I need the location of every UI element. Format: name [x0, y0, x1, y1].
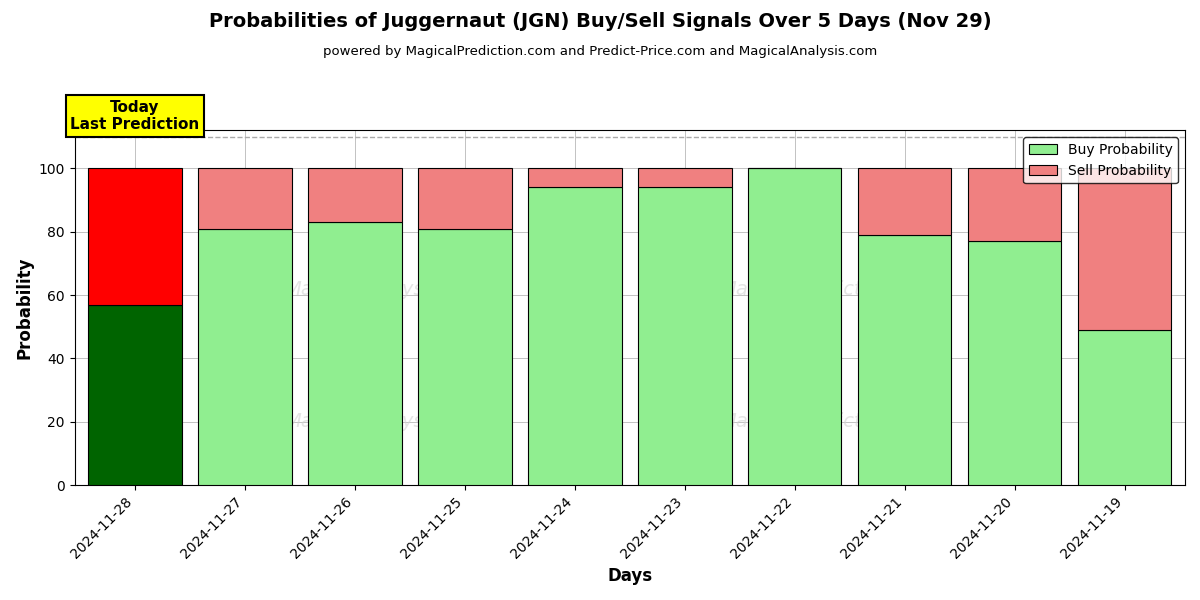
Bar: [858, 169, 952, 235]
Text: MagicalAnalysis.com: MagicalAnalysis.com: [284, 412, 487, 431]
Bar: [638, 169, 732, 187]
Bar: [528, 187, 622, 485]
Bar: [89, 305, 182, 485]
Bar: [638, 187, 732, 485]
Text: MagicalAnalysis.com: MagicalAnalysis.com: [284, 280, 487, 299]
Y-axis label: Probability: Probability: [16, 256, 34, 359]
Bar: [858, 235, 952, 485]
Bar: [419, 169, 511, 229]
Bar: [198, 229, 292, 485]
Bar: [968, 169, 1061, 241]
Text: Today
Last Prediction: Today Last Prediction: [71, 100, 199, 132]
Bar: [198, 169, 292, 229]
X-axis label: Days: Days: [607, 567, 653, 585]
Bar: [419, 229, 511, 485]
Bar: [1078, 169, 1171, 330]
Bar: [308, 169, 402, 222]
Bar: [1078, 330, 1171, 485]
Bar: [748, 169, 841, 485]
Legend: Buy Probability, Sell Probability: Buy Probability, Sell Probability: [1024, 137, 1178, 184]
Text: MagicalPrediction.com: MagicalPrediction.com: [720, 280, 940, 299]
Text: Probabilities of Juggernaut (JGN) Buy/Sell Signals Over 5 Days (Nov 29): Probabilities of Juggernaut (JGN) Buy/Se…: [209, 12, 991, 31]
Bar: [308, 222, 402, 485]
Text: MagicalPrediction.com: MagicalPrediction.com: [720, 412, 940, 431]
Bar: [528, 169, 622, 187]
Bar: [89, 169, 182, 305]
Bar: [968, 241, 1061, 485]
Text: powered by MagicalPrediction.com and Predict-Price.com and MagicalAnalysis.com: powered by MagicalPrediction.com and Pre…: [323, 45, 877, 58]
